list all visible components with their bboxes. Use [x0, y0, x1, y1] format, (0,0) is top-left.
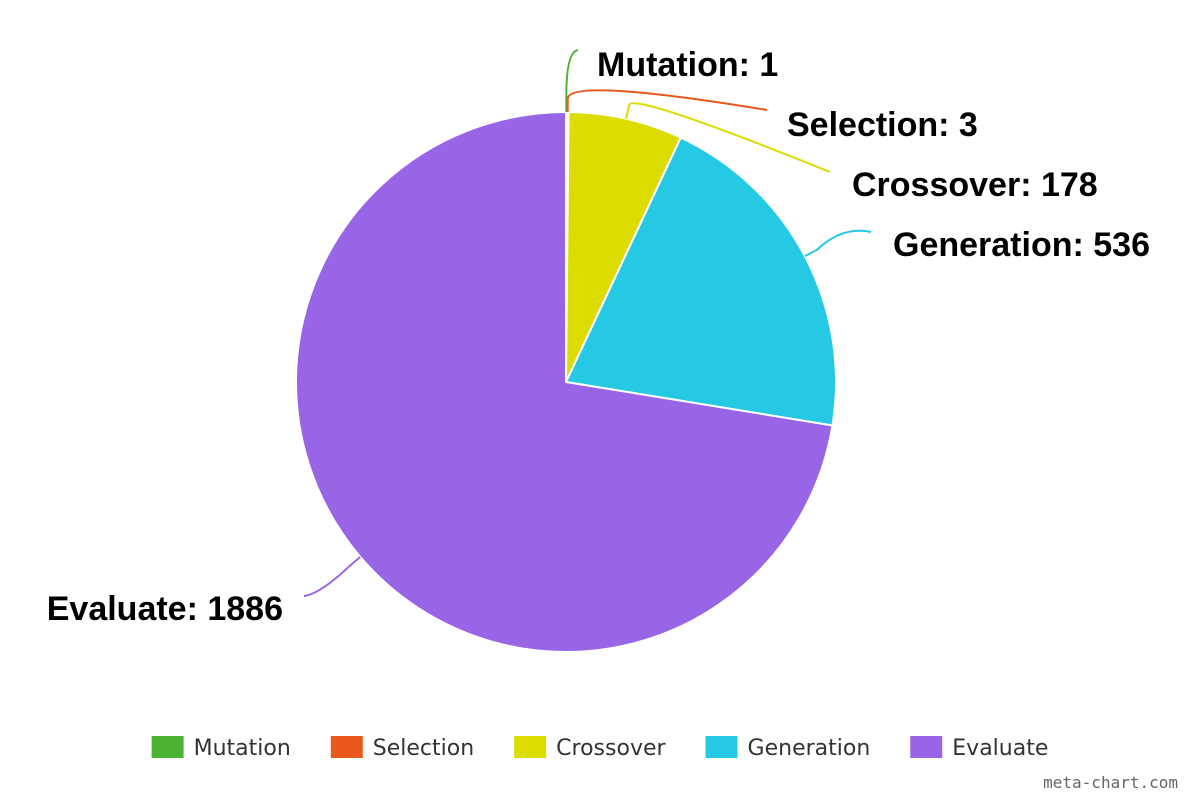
leader-lines	[303, 49, 872, 597]
pie-slices	[295, 110, 837, 653]
data-label-evaluate: Evaluate: 1886	[47, 590, 283, 628]
pie-slice-crossover	[565, 111, 683, 383]
legend-swatch-crossover	[514, 736, 547, 758]
legend-item-crossover[interactable]: Crossover	[514, 736, 667, 761]
data-label-generation: Generation: 536	[893, 226, 1150, 264]
legend-label-generation: Generation	[748, 736, 871, 761]
legend-label-evaluate: Evaluate	[952, 736, 1048, 761]
data-label-crossover: Crossover: 178	[852, 166, 1098, 204]
legend-label-mutation: Mutation	[194, 736, 291, 761]
leader-line-mutation	[565, 49, 579, 113]
data-label-mutation: Mutation: 1	[597, 46, 778, 84]
leader-line-selection	[566, 89, 768, 113]
pie-slice-generation	[564, 136, 837, 427]
legend-label-selection: Selection	[373, 736, 474, 761]
leader-line-evaluate	[303, 556, 361, 597]
legend-label-crossover: Crossover	[556, 736, 666, 761]
legend-item-mutation[interactable]: Mutation	[151, 736, 291, 761]
legend-swatch-mutation	[151, 736, 184, 758]
data-label-selection: Selection: 3	[787, 106, 978, 144]
legend-swatch-generation	[705, 736, 738, 758]
watermark: meta-chart.com	[1043, 773, 1178, 792]
leader-line-generation	[804, 229, 872, 258]
legend-item-selection[interactable]: Selection	[330, 736, 474, 761]
leader-line-crossover	[625, 102, 831, 173]
legend: Mutation Selection Crossover Generation Eval…	[151, 736, 1048, 761]
legend-item-generation[interactable]: Generation	[705, 736, 871, 761]
legend-swatch-selection	[330, 736, 363, 758]
legend-swatch-evaluate	[910, 736, 943, 758]
legend-item-evaluate[interactable]: Evaluate	[910, 736, 1048, 761]
